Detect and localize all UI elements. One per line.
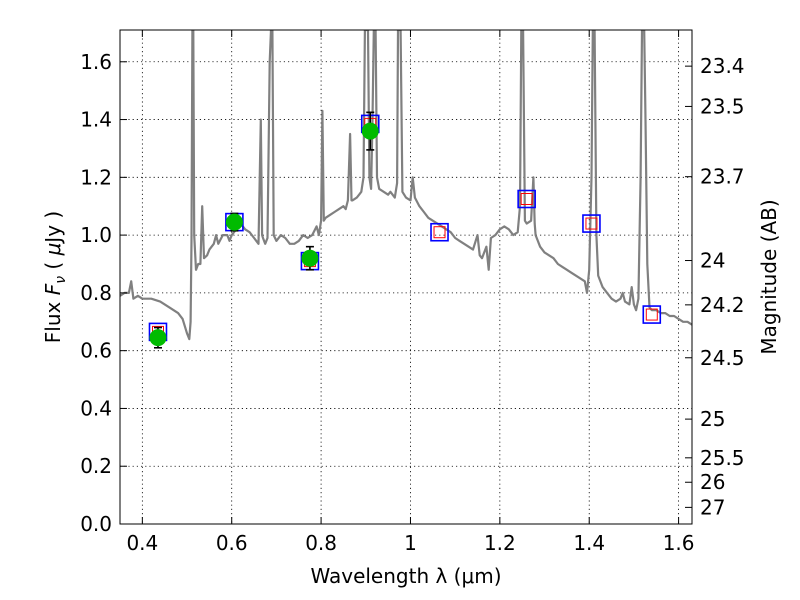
model-point-box xyxy=(642,305,662,324)
magnitude-tick-label: 24.5 xyxy=(700,346,745,370)
magnitude-tick-label: 24 xyxy=(700,249,725,273)
y-tick-label: 1.0 xyxy=(80,223,112,247)
magnitude-tick-label: 24.2 xyxy=(700,293,745,317)
spectrum-line xyxy=(120,30,692,341)
ticks xyxy=(120,30,692,525)
magnitude-tick-label: 26 xyxy=(700,470,725,494)
model-point-box xyxy=(582,214,601,233)
model-point-inner xyxy=(520,193,533,205)
model-point-inner xyxy=(585,217,598,230)
model-point-box xyxy=(430,222,449,242)
magnitude-axis-title: Magnitude (AB) xyxy=(757,199,781,354)
x-tick-label: 1.2 xyxy=(484,531,516,555)
y-tick-label: 0.2 xyxy=(80,454,112,478)
y-axis-title: Flux Fν ( μJy ) xyxy=(41,211,69,343)
y-tick-label: 1.2 xyxy=(80,165,112,189)
y-tick-label: 0.8 xyxy=(80,281,112,305)
plot-frame xyxy=(119,29,693,525)
observed-point xyxy=(225,213,243,231)
model-point-inner xyxy=(645,308,658,321)
observed-point xyxy=(301,249,319,267)
x-axis-title: Wavelength λ (μm) xyxy=(310,564,501,588)
magnitude-tick-label: 23.4 xyxy=(700,54,745,78)
magnitude-tick-label: 25.5 xyxy=(700,446,745,470)
observed-point xyxy=(149,329,167,347)
model-photometry-layer xyxy=(148,114,662,342)
model-point-box xyxy=(517,189,536,209)
x-tick-label: 1 xyxy=(404,531,417,555)
magnitude-tick-label: 23.5 xyxy=(700,94,745,118)
y-tick-labels: 0.0 0.2 0.4 0.6 0.8 1.0 1.2 1.4 1.6 xyxy=(80,50,112,536)
x-tick-label: 0.8 xyxy=(305,531,337,555)
grid xyxy=(120,30,692,524)
y-tick-label: 0.4 xyxy=(80,396,112,420)
y-tick-label: 1.6 xyxy=(80,50,112,74)
magnitude-tick-label: 27 xyxy=(700,495,725,519)
x-tick-label: 0.6 xyxy=(216,531,248,555)
x-tick-label: 0.4 xyxy=(126,531,158,555)
model-point-inner xyxy=(433,226,446,239)
y-tick-label: 0.6 xyxy=(80,339,112,363)
magnitude-tick-label: 25 xyxy=(700,407,725,431)
observed-photometry-layer xyxy=(149,111,379,349)
observed-point xyxy=(361,122,379,140)
x-tick-labels: 0.4 0.6 0.8 1 1.2 1.4 1.6 xyxy=(126,531,694,555)
x-tick-label: 1.6 xyxy=(663,531,695,555)
x-tick-label: 1.4 xyxy=(573,531,605,555)
spectrum-layer xyxy=(120,30,692,341)
magnitude-tick-label: 23.7 xyxy=(700,165,745,189)
y-tick-label: 1.4 xyxy=(80,108,112,132)
y-tick-label: 0.0 xyxy=(80,512,112,536)
